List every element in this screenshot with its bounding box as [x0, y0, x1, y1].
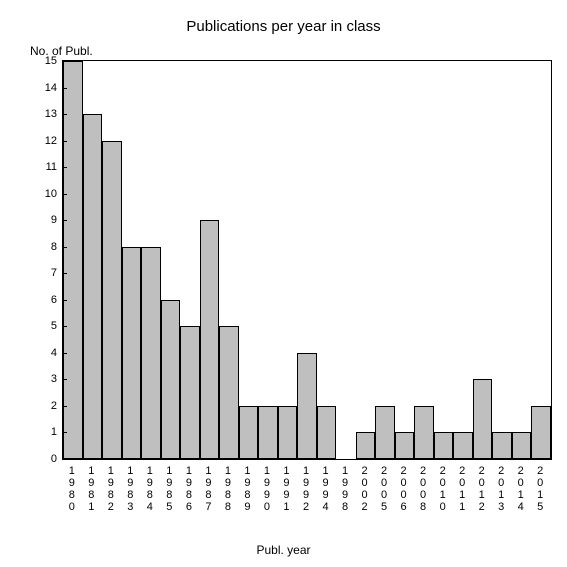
x-axis-title: Publ. year: [0, 543, 567, 557]
y-tick: [62, 300, 67, 301]
y-tick: [62, 406, 67, 407]
x-tick-label: 1980: [66, 465, 78, 513]
bar: [161, 300, 181, 459]
y-tick-label: 7: [27, 267, 57, 279]
y-tick: [62, 194, 67, 195]
x-tick-label: 1985: [163, 465, 175, 513]
y-tick-label: 5: [27, 320, 57, 332]
bar: [278, 406, 298, 459]
y-tick-label: 14: [27, 82, 57, 94]
bar: [492, 432, 512, 459]
bar: [375, 406, 395, 459]
y-tick: [62, 273, 67, 274]
bar: [512, 432, 532, 459]
y-tick: [62, 432, 67, 433]
bar: [122, 247, 142, 459]
y-tick-label: 1: [27, 426, 57, 438]
x-tick-label: 1994: [320, 465, 332, 513]
x-tick-label: 1986: [183, 465, 195, 513]
y-tick-label: 10: [27, 188, 57, 200]
bar: [414, 406, 434, 459]
x-tick-label: 2005: [378, 465, 390, 513]
bar: [102, 141, 122, 459]
x-tick-label: 1983: [124, 465, 136, 513]
x-tick-label: 1989: [241, 465, 253, 513]
y-tick: [62, 326, 67, 327]
bar: [83, 114, 103, 459]
y-tick-label: 0: [27, 453, 57, 465]
y-tick-label: 6: [27, 294, 57, 306]
x-tick-label: 2006: [398, 465, 410, 513]
y-tick-label: 3: [27, 373, 57, 385]
y-tick: [62, 114, 67, 115]
y-tick-label: 8: [27, 241, 57, 253]
y-tick-label: 12: [27, 135, 57, 147]
bar: [239, 406, 259, 459]
x-tick-label: 1998: [339, 465, 351, 513]
bar: [141, 247, 161, 459]
bar: [297, 353, 317, 459]
x-tick-label: 1992: [300, 465, 312, 513]
x-tick-label: 1984: [144, 465, 156, 513]
x-tick-label: 2008: [417, 465, 429, 513]
y-tick-label: 11: [27, 161, 57, 173]
y-tick-label: 15: [27, 55, 57, 67]
y-tick: [62, 353, 67, 354]
bar: [180, 326, 200, 459]
y-tick: [62, 61, 67, 62]
y-tick-label: 2: [27, 400, 57, 412]
y-tick: [62, 220, 67, 221]
chart-title: Publications per year in class: [0, 18, 567, 35]
bar: [356, 432, 376, 459]
x-tick-label: 2010: [437, 465, 449, 513]
x-tick-label: 1988: [222, 465, 234, 513]
y-tick: [62, 247, 67, 248]
plot-area: [62, 60, 552, 460]
x-tick-label: 1981: [85, 465, 97, 513]
x-tick-label: 2011: [456, 465, 468, 513]
x-tick-label: 1982: [105, 465, 117, 513]
bar: [473, 379, 493, 459]
y-tick-label: 9: [27, 214, 57, 226]
bar: [453, 432, 473, 459]
bar: [258, 406, 278, 459]
y-tick: [62, 88, 67, 89]
y-tick-label: 4: [27, 347, 57, 359]
bar: [63, 61, 83, 459]
bar: [434, 432, 454, 459]
y-tick: [62, 167, 67, 168]
chart-container: Publications per year in class No. of Pu…: [0, 0, 567, 567]
bar: [317, 406, 337, 459]
bar: [531, 406, 551, 459]
x-tick-label: 2013: [495, 465, 507, 513]
bar: [395, 432, 415, 459]
x-tick-label: 2012: [476, 465, 488, 513]
x-tick-label: 2015: [534, 465, 546, 513]
bar: [200, 220, 220, 459]
x-tick-label: 1991: [280, 465, 292, 513]
x-tick-label: 2002: [359, 465, 371, 513]
x-tick-label: 1990: [261, 465, 273, 513]
x-tick-label: 2014: [515, 465, 527, 513]
y-tick: [62, 141, 67, 142]
y-tick-label: 13: [27, 108, 57, 120]
y-tick: [62, 379, 67, 380]
bar: [219, 326, 239, 459]
x-tick-label: 1987: [202, 465, 214, 513]
y-tick: [62, 459, 67, 460]
